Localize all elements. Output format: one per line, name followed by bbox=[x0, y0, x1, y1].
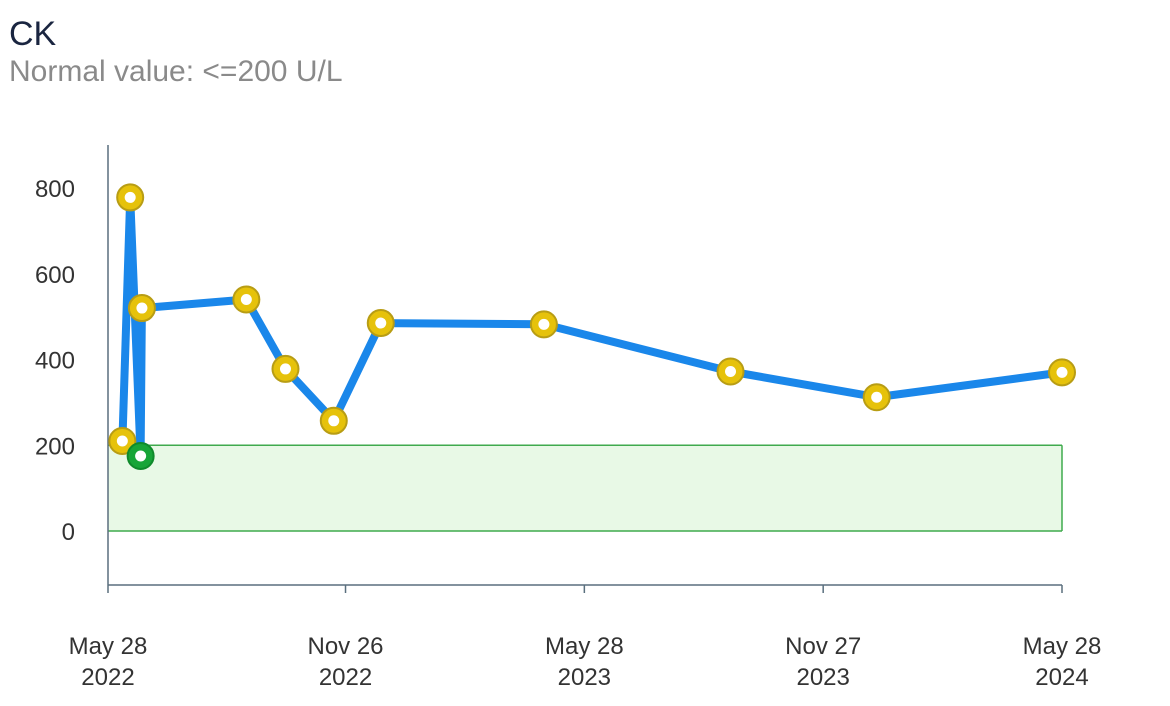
x-tick-label-month: Nov 26 bbox=[307, 633, 383, 660]
x-tick-label-month: Nov 27 bbox=[785, 633, 861, 660]
x-tick-label-month: May 28 bbox=[1023, 633, 1102, 660]
x-tick-label-year: 2022 bbox=[319, 664, 372, 691]
data-point-center bbox=[135, 450, 146, 461]
x-tick-label-month: May 28 bbox=[545, 633, 624, 660]
data-point-center bbox=[328, 415, 339, 426]
x-tick-label-year: 2022 bbox=[81, 664, 134, 691]
y-tick-label: 400 bbox=[35, 348, 75, 375]
x-tick-label-year: 2023 bbox=[796, 664, 849, 691]
x-tick-label-year: 2023 bbox=[558, 664, 611, 691]
data-point-center bbox=[538, 319, 549, 330]
y-tick-label: 0 bbox=[62, 519, 75, 546]
data-point-center bbox=[125, 192, 136, 203]
data-point-center bbox=[241, 294, 252, 305]
y-tick-label: 200 bbox=[35, 433, 75, 460]
data-point-center bbox=[725, 366, 736, 377]
data-point-center bbox=[375, 318, 386, 329]
x-tick-label-month: May 28 bbox=[69, 633, 148, 660]
y-tick-label: 600 bbox=[35, 262, 75, 289]
normal-range-band bbox=[108, 445, 1062, 531]
y-tick-label: 800 bbox=[35, 176, 75, 203]
data-point-center bbox=[871, 392, 882, 403]
x-tick-label-year: 2024 bbox=[1035, 664, 1088, 691]
data-point-center bbox=[280, 363, 291, 374]
ck-series-line bbox=[122, 197, 1062, 456]
data-point-center bbox=[1057, 367, 1068, 378]
data-point-center bbox=[136, 303, 147, 314]
data-point-center bbox=[117, 435, 128, 446]
